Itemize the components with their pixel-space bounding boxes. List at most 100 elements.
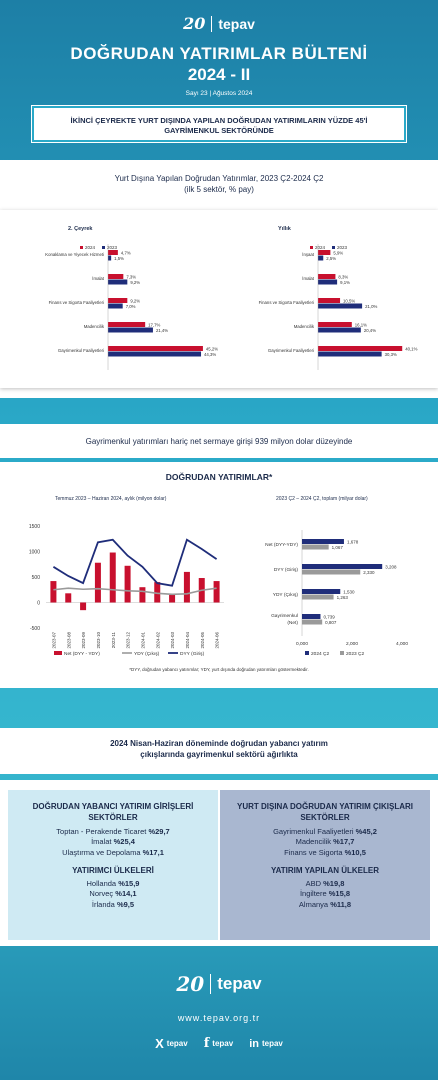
website-link[interactable]: www.tepav.org.tr — [177, 1013, 261, 1023]
x-tick-label: 2024-05 — [200, 632, 205, 649]
legend-label: 2024 Ç2 — [311, 651, 329, 657]
bar-value-label: 40,1% — [405, 346, 417, 351]
footer-logo-20-mark: 20 — [176, 972, 205, 996]
bar — [50, 581, 57, 603]
legend-swatch-2024q2 — [305, 651, 309, 655]
category-label: Madencilik — [294, 324, 315, 329]
x-tick-label: 2,000 — [346, 641, 358, 647]
bar — [318, 279, 338, 285]
bar — [318, 274, 336, 279]
legend-label: Net (DYY - YDY) — [64, 651, 100, 657]
bar — [108, 279, 128, 285]
x-tick-label: 2023-10 — [96, 632, 101, 649]
bar — [318, 255, 324, 261]
headline-3-line-1: 2024 Nisan-Haziran döneminde doğrudan ya… — [110, 739, 328, 748]
category-label: Gayrimenkul Faaliyetleri — [268, 348, 314, 353]
list-item: İmalat %25,4 — [91, 837, 135, 847]
x-tick-label: 2024-04 — [185, 632, 190, 649]
bar — [139, 587, 146, 603]
bar — [302, 569, 361, 575]
footer-logo: 20 tepav — [0, 972, 438, 996]
category-label: İnşaat — [302, 252, 315, 257]
bar — [302, 594, 334, 600]
direct-investment-charts: Temmuz 2023 – Haziran 2024, aylık (milyo… — [29, 496, 408, 657]
bar-value-label: 7,3% — [126, 274, 136, 279]
outflows-sector-list: Gayrimenkul Faaliyetleri %45,2 Madencili… — [220, 827, 430, 859]
list-item: Gayrimenkul Faaliyetleri %45,2 — [273, 826, 377, 836]
social-x-label: tepav — [166, 1039, 188, 1048]
headline-1-line-1: İKİNCİ ÇEYREKTE YURT DIŞINDA YAPILAN DOĞ… — [70, 116, 368, 125]
social-facebook-label: tepav — [212, 1039, 234, 1048]
direct-investment-heading: DOĞRUDAN YATIRIMLAR* — [165, 472, 273, 482]
y-tick-label: 1000 — [29, 550, 40, 556]
bar-value-label: 4,7% — [121, 250, 131, 255]
bar-value-label: 20,4% — [364, 328, 376, 333]
legend-swatch-2023q2 — [340, 651, 344, 655]
bar — [108, 255, 112, 261]
x-tick-label: 2024-01 — [140, 632, 145, 649]
category-label: İmalat — [302, 276, 315, 281]
bar-value-label: 45,2% — [206, 346, 218, 351]
logo-20-mark: 20 — [183, 14, 206, 33]
bar — [318, 322, 352, 327]
investor-countries-heading: YATIRIMCI ÜLKELERİ — [72, 866, 154, 876]
bar-value-label: 1,530 — [343, 589, 355, 594]
bar — [318, 351, 382, 357]
bar — [302, 539, 344, 544]
inflows-sector-list: Toptan - Perakende Ticaret %29,7 İmalat … — [8, 827, 218, 859]
list-item: Ulaştırma ve Depolama %17,1 — [62, 847, 164, 857]
category-label: Finans ve Sigorta Faaliyetleri — [259, 300, 314, 305]
logo-divider — [211, 15, 213, 32]
bar — [108, 274, 124, 279]
outflows-sectors-heading: SEKTÖRLER — [300, 812, 350, 822]
headline-banner-2: Gayrimenkul yatırımları hariç net sermay… — [0, 424, 438, 458]
bar-value-label: 1,263 — [337, 595, 349, 600]
bar-value-label: 9,2% — [130, 280, 140, 285]
category-label: (Net) — [287, 620, 298, 626]
issue-info: Sayı 23 | Ağustos 2024 — [185, 90, 253, 97]
inflows-sectors-heading: SEKTÖRLER — [88, 812, 138, 822]
social-linkedin-link[interactable]: in tepav — [249, 1038, 283, 1050]
list-item: Madencilik %17,7 — [295, 837, 355, 847]
x-tick-label: 2023-07 — [51, 632, 56, 649]
category-label: Gayrimenkul — [271, 613, 298, 619]
chart-panel-title: 2. Çeyrek — [68, 226, 93, 232]
category-label: DYY (Giriş) — [274, 567, 299, 573]
bar-value-label: 9,1% — [340, 280, 350, 285]
category-label: Finans ve Sigorta Faaliyetleri — [49, 300, 104, 305]
x-tick-label: 2024-06 — [215, 632, 220, 649]
social-facebook-link[interactable]: f tepav — [204, 1036, 234, 1051]
y-tick-label: 1500 — [29, 524, 40, 530]
headline-3-line-2: çıkışlarında gayrimenkul sektörü ağırlık… — [140, 750, 298, 760]
category-label: YDY (Çıkış) — [273, 592, 299, 598]
linkedin-icon: in — [249, 1037, 259, 1050]
social-x-link[interactable]: X tepav — [155, 1036, 188, 1051]
odi-outflows-panel: YURT DIŞINA DOĞRUDAN YATIRIM ÇIKIŞLARI S… — [220, 790, 430, 940]
legend-label: 2023 — [107, 245, 118, 250]
bar — [108, 303, 123, 309]
bar-value-label: 1,067 — [332, 545, 344, 550]
legend-swatch-net — [54, 651, 62, 655]
bar — [183, 571, 190, 603]
bar — [154, 582, 161, 603]
bar-value-label: 9,2% — [130, 298, 140, 303]
list-item: İrlanda %9,5 — [91, 899, 135, 909]
bar-value-label: 17,7% — [148, 322, 160, 327]
bar — [94, 562, 101, 603]
x-tick-label: 2023-12 — [126, 632, 131, 649]
y-tick-label: 0 — [37, 601, 40, 607]
legend-label: 2023 Ç2 — [346, 651, 364, 657]
series-line — [52, 538, 218, 587]
legend-label: YDY (Çıkış) — [134, 651, 160, 657]
bar — [302, 544, 329, 550]
bar — [108, 250, 118, 255]
bar — [108, 346, 203, 351]
destination-countries-heading: YATIRIM YAPILAN ÜLKELER — [270, 866, 379, 876]
legend-swatch-2024 — [80, 246, 83, 249]
footer-logo-divider — [210, 974, 212, 994]
legend-label: 2023 — [337, 245, 348, 250]
bar-value-label: 21,0% — [365, 304, 377, 309]
x-tick-label: 4,000 — [396, 641, 408, 647]
list-item: ABD %19,8 — [305, 878, 345, 888]
